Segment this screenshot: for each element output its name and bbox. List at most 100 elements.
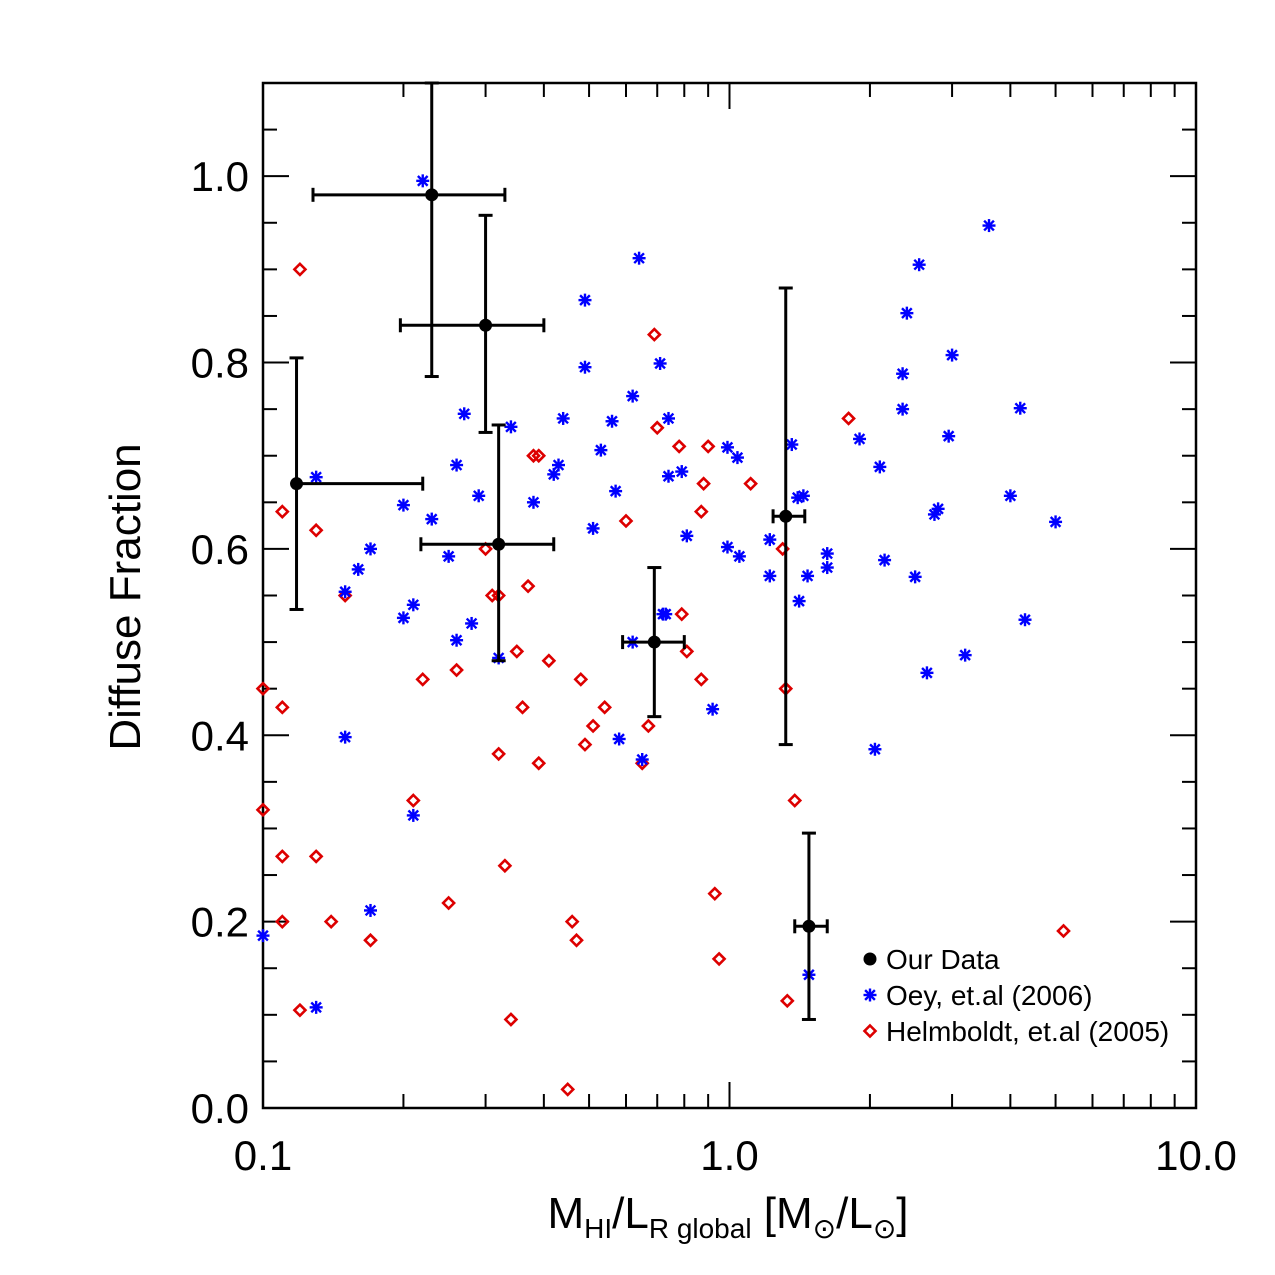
data-point bbox=[671, 439, 687, 454]
x-axis-title-part: /L bbox=[836, 1189, 873, 1238]
asterisk-stroke bbox=[853, 433, 866, 445]
data-point bbox=[578, 360, 592, 374]
data-point bbox=[363, 932, 378, 948]
data-point bbox=[779, 509, 793, 523]
data-point bbox=[787, 793, 803, 808]
x-tick-label: 0.1 bbox=[234, 1132, 292, 1179]
data-point bbox=[659, 607, 673, 621]
data-point bbox=[255, 802, 271, 818]
asterisk-stroke bbox=[407, 809, 420, 822]
asterisk-stroke bbox=[426, 513, 438, 525]
data-point bbox=[641, 718, 656, 734]
asterisk-stroke bbox=[932, 503, 944, 515]
asterisk-stroke bbox=[797, 490, 810, 502]
asterisk-stroke bbox=[660, 608, 672, 620]
data-point bbox=[351, 562, 365, 576]
data-point bbox=[541, 653, 557, 669]
asterisk-stroke bbox=[913, 258, 925, 271]
axis-ticks bbox=[262, 82, 1197, 1109]
y-axis-title: Diffuse Fraction bbox=[101, 443, 150, 750]
asterisk-stroke bbox=[721, 541, 734, 553]
data-point bbox=[1013, 401, 1027, 415]
data-point bbox=[841, 411, 856, 426]
data-point bbox=[1018, 613, 1032, 627]
data-point bbox=[1003, 489, 1017, 503]
data-point bbox=[594, 443, 608, 457]
data-point bbox=[647, 635, 661, 649]
y-tick-label: 0.6 bbox=[191, 526, 249, 573]
data-point bbox=[632, 251, 646, 265]
y-tick-label: 1.0 bbox=[191, 153, 249, 200]
asterisk-stroke bbox=[662, 412, 675, 425]
data-point bbox=[618, 513, 634, 529]
asterisk-stroke bbox=[721, 441, 734, 454]
y-tick-label: 0.0 bbox=[191, 1085, 249, 1132]
legend-label: Our Data bbox=[886, 944, 1000, 975]
asterisk-stroke bbox=[901, 307, 913, 319]
data-point bbox=[679, 644, 695, 659]
asterisk-stroke bbox=[662, 470, 675, 482]
data-point bbox=[292, 262, 308, 277]
asterisk-stroke bbox=[821, 547, 833, 560]
asterisk-stroke bbox=[613, 733, 625, 745]
data-point bbox=[531, 448, 547, 464]
data-point bbox=[450, 633, 464, 647]
asterisk-stroke bbox=[733, 550, 746, 563]
data-point bbox=[920, 666, 934, 680]
legend: Our Data Oey, et.al (2006) Helmboldt, et.a… bbox=[862, 944, 1169, 1047]
y-tick-label: 0.8 bbox=[191, 340, 249, 387]
data-point bbox=[873, 460, 887, 474]
data-point bbox=[646, 327, 662, 342]
data-point bbox=[696, 476, 711, 492]
data-point bbox=[465, 616, 479, 630]
asterisk-stroke bbox=[364, 543, 377, 555]
legend-label: Oey, et.al (2006) bbox=[886, 980, 1092, 1011]
data-point bbox=[900, 306, 914, 320]
x-tick-label: 1.0 bbox=[700, 1132, 758, 1179]
x-axis-title-part: /L bbox=[612, 1189, 649, 1238]
data-point bbox=[586, 521, 600, 535]
asterisk-stroke bbox=[527, 496, 540, 509]
asterisk-stroke bbox=[1019, 614, 1031, 626]
data-point bbox=[578, 293, 592, 307]
data-point bbox=[552, 458, 566, 472]
data-point bbox=[896, 402, 910, 416]
data-point bbox=[396, 498, 410, 512]
x-axis-title-sub: ⊙ bbox=[813, 1213, 836, 1244]
error-bar bbox=[398, 213, 546, 434]
data-point bbox=[896, 367, 910, 381]
data-point bbox=[323, 914, 339, 929]
data-point bbox=[416, 174, 430, 188]
data-point bbox=[1049, 515, 1063, 529]
asterisk-stroke bbox=[959, 649, 971, 661]
asterisk-stroke bbox=[869, 743, 881, 755]
data-point bbox=[743, 476, 758, 492]
asterisk-stroke bbox=[878, 554, 891, 566]
data-point bbox=[597, 699, 613, 715]
data-point bbox=[364, 542, 378, 556]
asterisk-stroke bbox=[339, 586, 351, 598]
asterisk-stroke bbox=[946, 349, 958, 361]
data-point bbox=[396, 611, 410, 625]
asterisk-stroke bbox=[609, 485, 622, 497]
data-point bbox=[863, 988, 877, 1002]
asterisk-stroke bbox=[352, 563, 364, 576]
data-point bbox=[931, 502, 945, 516]
data-point bbox=[491, 746, 506, 762]
asterisk-stroke bbox=[442, 550, 455, 563]
data-point bbox=[338, 730, 352, 744]
asterisk-stroke bbox=[1004, 490, 1017, 502]
data-point bbox=[982, 219, 996, 233]
asterisk-stroke bbox=[896, 368, 909, 380]
asterisk-stroke bbox=[942, 430, 955, 442]
data-point bbox=[478, 541, 493, 557]
data-point bbox=[406, 598, 420, 612]
data-point bbox=[442, 549, 456, 563]
asterisk-stroke bbox=[821, 561, 833, 574]
asterisk-stroke bbox=[636, 753, 648, 766]
x-axis-title-sub: ⊙ bbox=[873, 1213, 896, 1244]
data-point bbox=[675, 465, 689, 479]
data-point bbox=[520, 578, 536, 594]
data-point bbox=[732, 549, 746, 563]
data-point bbox=[626, 389, 640, 403]
